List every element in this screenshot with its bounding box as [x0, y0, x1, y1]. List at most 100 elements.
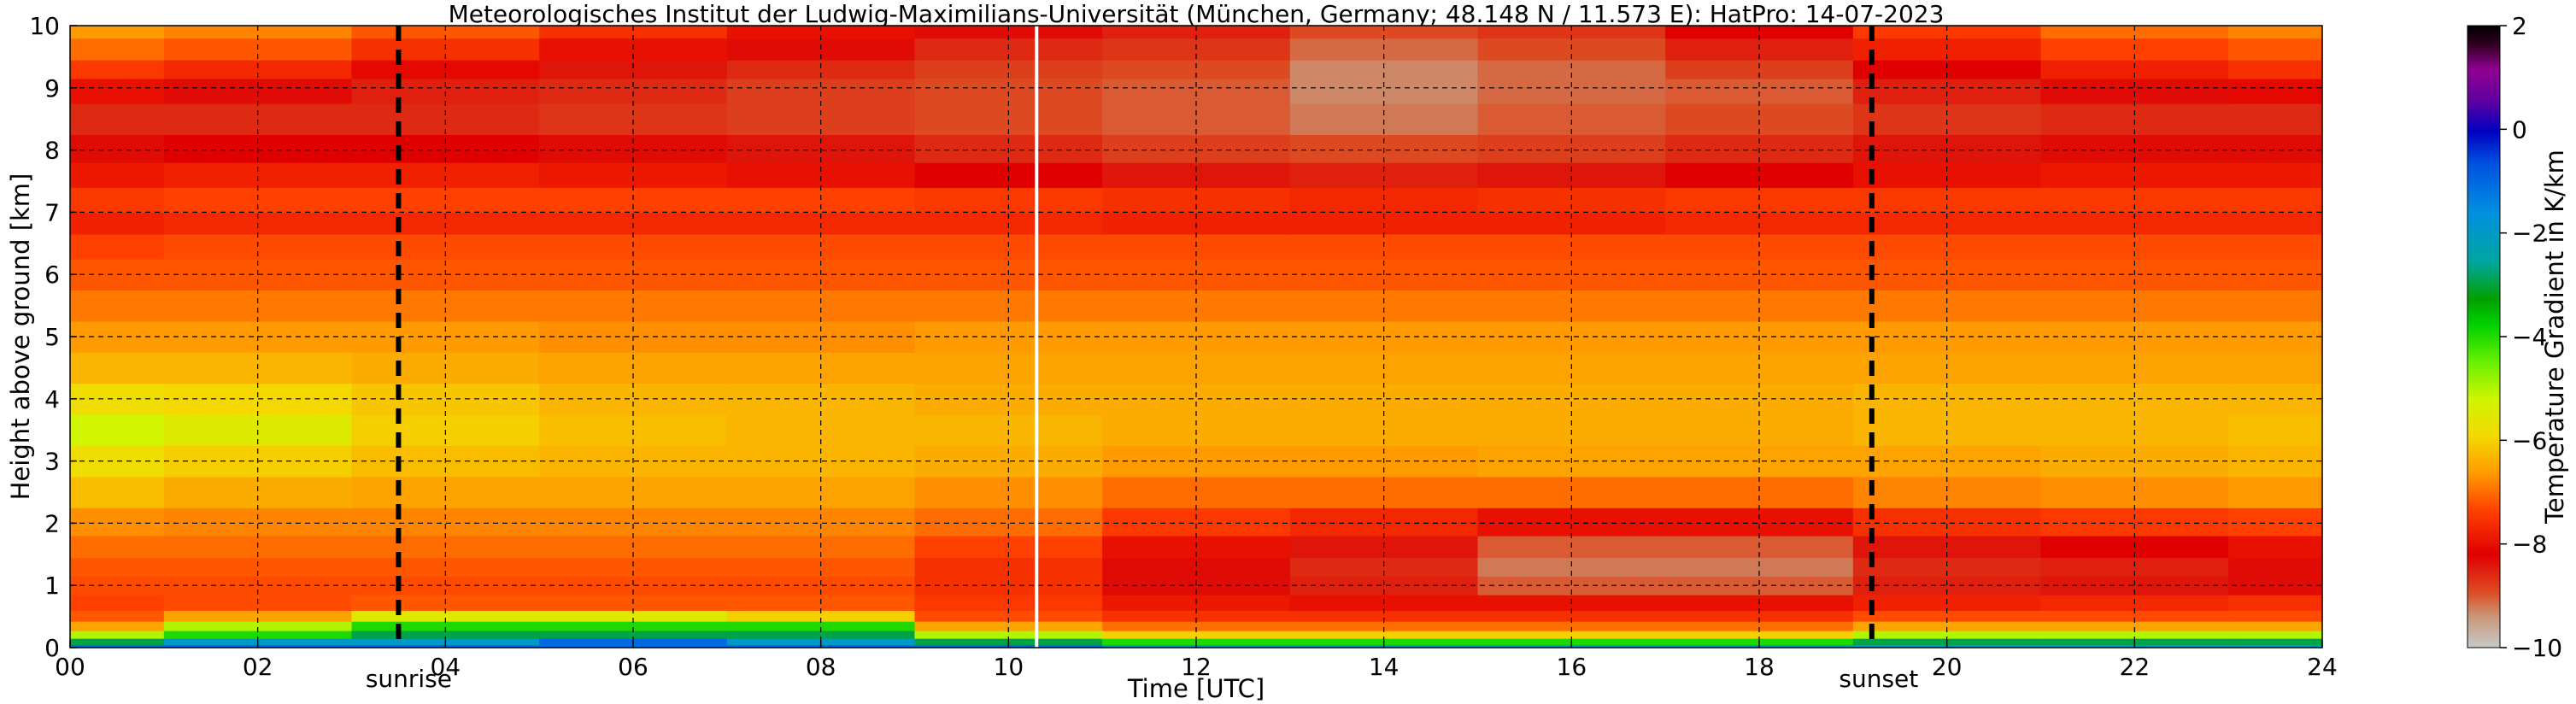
heatmap-cell: [1289, 610, 1479, 622]
x-axis-label: Time [UTC]: [1127, 674, 1265, 703]
heatmap-cell: [1477, 507, 1666, 537]
colorbar: [2467, 25, 2501, 648]
heatmap-cell: [1289, 383, 1479, 415]
heatmap-cell: [2228, 187, 2323, 213]
heatmap-cell: [914, 162, 1103, 188]
colorbar-tick-label: −4: [2512, 323, 2547, 351]
heatmap-cell: [70, 557, 165, 577]
heatmap-cell: [726, 60, 916, 79]
heatmap-cell: [351, 162, 540, 188]
heatmap-cell: [726, 290, 916, 322]
heatmap-cell: [1665, 630, 1854, 639]
heatmap-cell: [539, 507, 728, 537]
heatmap-cell: [70, 78, 165, 104]
heatmap-cell: [1102, 610, 1291, 622]
heatmap-cell: [539, 383, 728, 415]
heatmap-cell: [1102, 576, 1291, 595]
x-tick-label: 08: [806, 653, 836, 681]
heatmap-cell: [163, 162, 353, 188]
heatmap-cell: [1852, 557, 2042, 577]
heatmap-cell: [1102, 621, 1291, 631]
x-tick-label: 20: [1932, 653, 1963, 681]
heatmap-cell: [539, 26, 728, 39]
heatmap-cell: [539, 60, 728, 79]
heatmap-cell: [163, 290, 353, 322]
heatmap-cell: [2228, 134, 2323, 163]
heatmap-cell: [2228, 414, 2323, 446]
heatmap-cell: [1852, 507, 2042, 537]
heatmap-cell: [2040, 162, 2229, 188]
x-tick-label: 22: [2120, 653, 2151, 681]
heatmap-cell: [1289, 290, 1479, 322]
heatmap-cell: [726, 26, 916, 39]
y-tick-label: 3: [44, 448, 60, 476]
heatmap-cell: [70, 60, 165, 79]
y-axis: 0 1 2 3 4 5 6 7 8 9 10: [29, 12, 77, 662]
x-tick-label: 06: [618, 653, 648, 681]
heatmap-cell: [2228, 60, 2323, 79]
heatmap-cell: [2228, 162, 2323, 188]
heatmap-cell: [70, 535, 165, 559]
heatmap-cell: [2228, 78, 2323, 104]
colorbar-tick-label: −8: [2512, 531, 2547, 559]
grid-lines: [70, 26, 2322, 648]
heatmap-cell: [1477, 576, 1666, 595]
x-tick-label: 00: [55, 653, 85, 681]
heatmap-cell: [726, 630, 916, 639]
heatmap-cell: [1665, 162, 1854, 188]
x-tick-label: 18: [1744, 653, 1775, 681]
heatmap-cell: [1289, 162, 1479, 188]
heatmap-cell: [70, 414, 165, 446]
heatmap-cell: [539, 630, 728, 639]
heatmap-cell: [914, 557, 1103, 577]
heatmap-cell: [2228, 212, 2323, 235]
colorbar-ticks: 2 0 −2 −4 −6 −8 −10: [2500, 12, 2562, 662]
heatmap-cell: [1852, 162, 2042, 188]
heatmap-cell: [914, 290, 1103, 322]
heatmap-cell: [2228, 290, 2323, 322]
colorbar-tick-label: 2: [2512, 12, 2527, 40]
heatmap-cell: [2228, 26, 2323, 39]
heatmap-cell: [1102, 60, 1291, 79]
colorbar-tick-label: 0: [2512, 115, 2527, 144]
heatmap-cell: [1289, 621, 1479, 631]
heatmap-cell: [1852, 60, 2042, 79]
heatmap-cell: [914, 507, 1103, 537]
heatmap-cell: [1289, 507, 1479, 537]
heatmap-cell: [70, 290, 165, 322]
heatmap-cell: [1102, 26, 1291, 39]
heatmap-cell: [539, 557, 728, 577]
x-tick-label: 24: [2307, 653, 2338, 681]
heatmap-cell: [70, 610, 165, 622]
heatmap-cell: [2040, 630, 2229, 639]
heatmap-cell: [2228, 233, 2323, 260]
heatmap-cell: [163, 507, 353, 537]
x-tick-label: 12: [1181, 653, 1212, 681]
heatmap-cell: [70, 476, 165, 508]
y-tick-label: 2: [44, 509, 60, 537]
heatmap-cell: [726, 383, 916, 415]
heatmap-cell: [1477, 621, 1666, 631]
heatmap-cell: [2228, 610, 2323, 622]
y-axis-label: Height above ground [km]: [6, 173, 35, 501]
colorbar-tick-label: −6: [2512, 426, 2547, 455]
heatmap-cell: [2040, 621, 2229, 631]
heatmap-cell: [1665, 610, 1854, 622]
heatmap-cell: [70, 26, 165, 39]
heatmap-cell: [914, 60, 1103, 79]
x-tick-label: 14: [1369, 653, 1399, 681]
heatmap-cell: [163, 621, 353, 631]
x-tick-label: 10: [994, 653, 1024, 681]
heatmap-cell: [539, 610, 728, 622]
heatmap-cell: [1289, 630, 1479, 639]
heatmap-cell: [1852, 290, 2042, 322]
heatmap-cell: [1477, 630, 1666, 639]
heatmap-cell: [2040, 60, 2229, 79]
heatmap-cell: [2228, 638, 2323, 645]
heatmap-cell: [70, 103, 165, 135]
heatmap-cell: [2040, 290, 2229, 322]
heatmap-cell: [726, 162, 916, 188]
heatmap-cell: [2228, 621, 2323, 631]
heatmap-cell: [539, 290, 728, 322]
heatmap-cell: [1289, 557, 1479, 577]
